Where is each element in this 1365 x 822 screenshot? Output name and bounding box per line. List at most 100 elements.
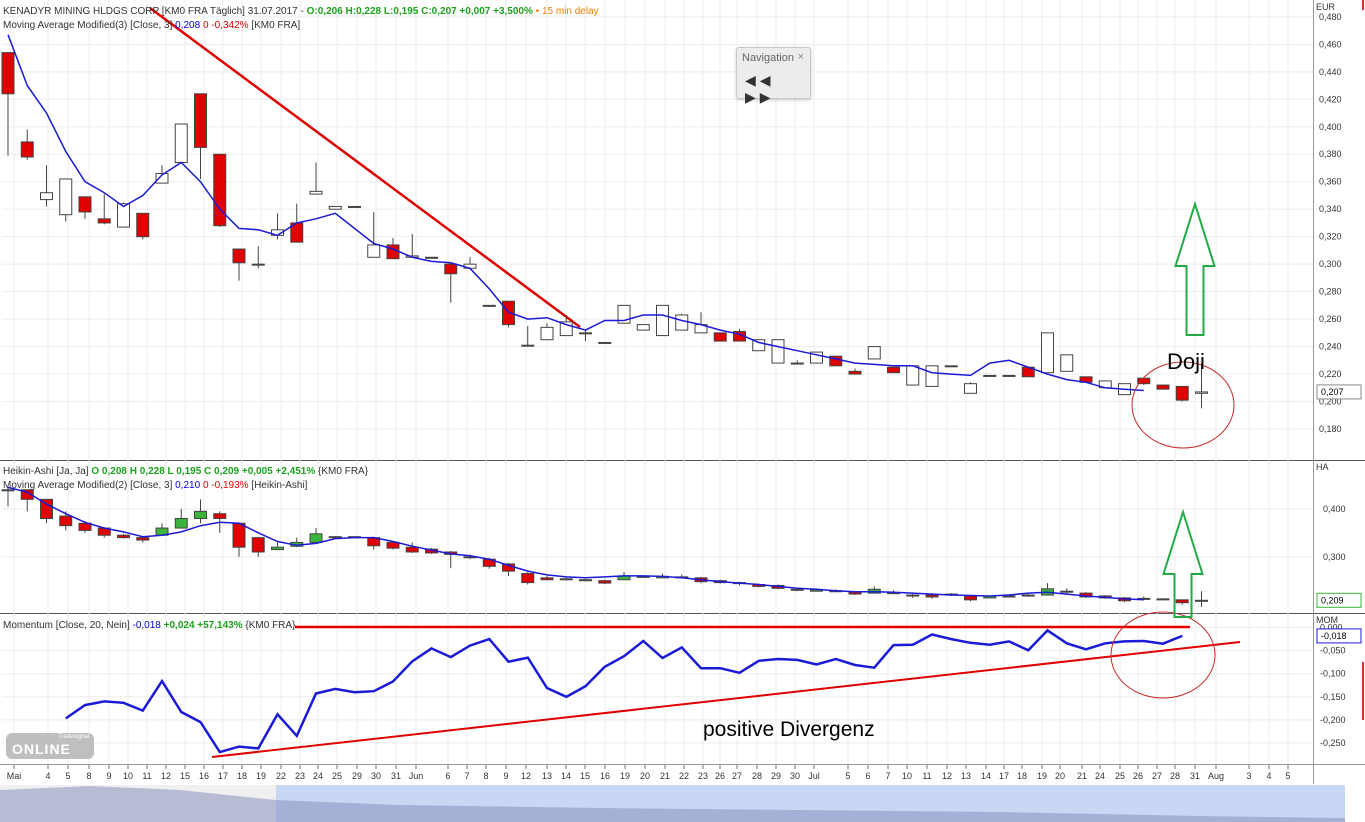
ha-label: Heikin-Ashi [Ja, Ja] bbox=[3, 466, 92, 477]
logo-brand: Tradesignal bbox=[58, 734, 90, 740]
date-tick-label: 25 bbox=[1115, 771, 1125, 781]
date-tick-label: Mai bbox=[7, 771, 22, 781]
price-tick-label: 0,340 bbox=[1319, 204, 1342, 214]
overview-volume bbox=[0, 786, 1345, 822]
date-tick-label: 7 bbox=[464, 771, 469, 781]
date-tick-label: 26 bbox=[1133, 771, 1143, 781]
price-candle-body bbox=[174, 123, 188, 163]
date-tick-label: 27 bbox=[732, 771, 742, 781]
date-tick-label: 20 bbox=[1055, 771, 1065, 781]
ha-candle-body bbox=[1021, 594, 1035, 597]
date-tick-label: 12 bbox=[161, 771, 171, 781]
price-candle-body bbox=[964, 383, 977, 394]
date-tick-label: 20 bbox=[640, 771, 650, 781]
ha-header: Heikin-Ashi [Ja, Ja] O 0,208 H 0,228 L 0… bbox=[3, 466, 368, 477]
ha-candle-body bbox=[271, 546, 284, 551]
date-tick-label: 14 bbox=[981, 771, 991, 781]
date-tick-label: 13 bbox=[961, 771, 971, 781]
price-tick-label: 0,480 bbox=[1319, 12, 1342, 22]
date-tick-label: 19 bbox=[1037, 771, 1047, 781]
price-candle-body bbox=[1002, 374, 1016, 377]
date-tick-label: 21 bbox=[660, 771, 670, 781]
price-candle-body bbox=[848, 370, 862, 375]
price-candle-body bbox=[367, 244, 381, 258]
price-candle-body bbox=[521, 344, 535, 347]
ha-candle-body bbox=[1, 489, 15, 492]
ha-candle-body bbox=[309, 533, 323, 543]
date-tick-label: 11 bbox=[142, 771, 151, 781]
price-candle-body bbox=[771, 339, 785, 364]
overview-scrollbar[interactable] bbox=[0, 785, 1345, 822]
price-candle-body bbox=[598, 341, 612, 344]
date-tick-label: 4 bbox=[45, 771, 50, 781]
price-tick-label: 0,420 bbox=[1319, 94, 1342, 104]
ha-candle-body bbox=[59, 515, 73, 527]
ma-header: Moving Average Modified(3) [Close, 3] 0,… bbox=[3, 20, 300, 31]
date-tick-label: 10 bbox=[902, 771, 912, 781]
mom-tick-label: 0,000 bbox=[1320, 623, 1343, 633]
date-tick-label: 19 bbox=[256, 771, 266, 781]
date-tick-label: 14 bbox=[561, 771, 571, 781]
ma-label: Moving Average Modified(3) [Close, 3] bbox=[3, 20, 176, 31]
date-tick-label: Jun bbox=[409, 771, 424, 781]
price-candle-body bbox=[97, 218, 111, 224]
date-tick-label: 9 bbox=[106, 771, 111, 781]
date-tick-label: 13 bbox=[542, 771, 552, 781]
date-tick-label: 5 bbox=[1285, 771, 1290, 781]
date-tick-label: 15 bbox=[180, 771, 190, 781]
mom-change: +0,024 +57,143% bbox=[163, 620, 243, 631]
date-tick-label: 22 bbox=[679, 771, 689, 781]
price-candle-body bbox=[309, 190, 323, 195]
navigation-panel[interactable]: Navigation × ◀◀ ▶▶ bbox=[736, 47, 811, 105]
close-icon[interactable]: × bbox=[797, 51, 804, 63]
mom-label: Momentum [Close, 20, Nein] bbox=[3, 620, 133, 631]
ha-candle-body bbox=[328, 536, 342, 539]
date-tick-label: 22 bbox=[276, 771, 286, 781]
price-candle-body bbox=[59, 178, 73, 216]
ha-candle-body bbox=[925, 594, 939, 598]
price-candle-body bbox=[713, 332, 727, 342]
price-tick-label: 0,300 bbox=[1319, 259, 1342, 269]
date-tick-label: 8 bbox=[483, 771, 488, 781]
ha-candle-body bbox=[117, 534, 130, 539]
date-tick-label: 9 bbox=[503, 771, 508, 781]
date-tick-label: 30 bbox=[371, 771, 381, 781]
mom-header: Momentum [Close, 20, Nein] -0,018 +0,024… bbox=[3, 620, 295, 631]
ma-change: 0 -0,342% bbox=[202, 20, 249, 31]
date-tick-label: 24 bbox=[1095, 771, 1105, 781]
price-candle-body bbox=[887, 366, 900, 374]
price-candle-body bbox=[251, 263, 265, 266]
price-tick-label: 0,240 bbox=[1319, 342, 1342, 352]
date-tick-label: 25 bbox=[332, 771, 342, 781]
ha-candle-body bbox=[174, 517, 188, 529]
date-tick-label: 5 bbox=[845, 771, 850, 781]
price-candle-body bbox=[1041, 332, 1054, 374]
mom-last-value-box bbox=[1316, 628, 1362, 644]
navigation-arrows[interactable]: ◀◀ ▶▶ bbox=[745, 72, 775, 105]
ha-ohlc: O 0,208 H 0,228 L 0,195 C 0,209 +0,005 +… bbox=[91, 466, 316, 477]
ha-ma-suffix: [Heikin-Ashi] bbox=[248, 480, 308, 491]
price-candle-body bbox=[1156, 384, 1170, 390]
date-tick-label: 12 bbox=[521, 771, 531, 781]
mom-panel-label: MOM bbox=[1316, 615, 1338, 625]
price-candle-body bbox=[194, 93, 207, 148]
navigation-title: Navigation bbox=[742, 52, 794, 64]
ha-candle-body bbox=[579, 579, 592, 582]
ha-candle-body bbox=[906, 594, 920, 597]
price-candle-body bbox=[78, 196, 92, 213]
price-tick-label: 0,360 bbox=[1319, 177, 1342, 187]
price-tick-label: 0,220 bbox=[1319, 369, 1342, 379]
price-candle-body bbox=[675, 314, 689, 331]
date-tick-label: 19 bbox=[620, 771, 630, 781]
price-candle-body bbox=[232, 248, 246, 264]
date-tick-label: 18 bbox=[237, 771, 247, 781]
price-tick-label: 0,200 bbox=[1319, 397, 1342, 407]
ha-ma-label: Moving Average Modified(2) [Close, 3] bbox=[3, 480, 176, 491]
price-candle-body bbox=[906, 365, 920, 386]
date-tick-label: 15 bbox=[580, 771, 590, 781]
ha-candle-body bbox=[559, 578, 573, 581]
ha-candle-body bbox=[598, 580, 612, 584]
date-tick-label: 11 bbox=[922, 771, 931, 781]
ha-candle-body bbox=[40, 498, 53, 519]
price-ma-line bbox=[7, 34, 1144, 392]
